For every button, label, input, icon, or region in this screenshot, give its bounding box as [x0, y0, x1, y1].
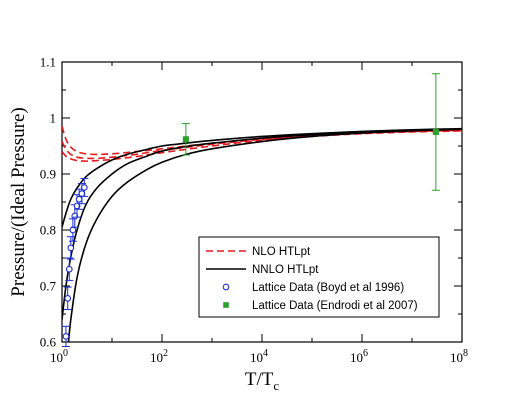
boyd-data-point	[81, 184, 88, 191]
y-tick-label: 0.9	[40, 167, 56, 182]
boyd-data-point	[73, 202, 81, 210]
endrodi-data-point	[182, 136, 189, 143]
axis-ticks: 100 102 104 106 108 0.6 0.7 0.8 0.9 1 1.1	[40, 55, 468, 366]
legend-label: NLO HTLpt	[252, 246, 311, 258]
boyd-data-point	[69, 226, 77, 234]
legend-swatch-endrodi	[223, 302, 229, 308]
x-tick-label: 106	[350, 348, 368, 365]
boyd-data-point	[65, 265, 73, 273]
x-tick-label: 102	[150, 348, 168, 365]
legend-label: NNLO HTLpt	[252, 264, 319, 276]
y-tick-label: 0.7	[40, 279, 57, 294]
y-axis-title: Pressure/(Ideal Pressure)	[8, 107, 29, 296]
nlo-htlpt-curve	[62, 129, 462, 160]
y-tick-label: 0.6	[40, 335, 57, 350]
legend-swatch-boyd	[222, 283, 230, 291]
x-axis-title: T/Tc	[245, 369, 280, 393]
legend: NLO HTLpt NNLO HTLpt Lattice Data (Boyd et…	[198, 236, 440, 318]
markers-layer	[61, 73, 440, 347]
legend-label: Lattice Data (Endrodi et al 2007)	[252, 300, 418, 312]
boyd-data-point	[67, 244, 75, 252]
y-tick-label: 1	[50, 111, 57, 126]
x-axis-title-main: T/T	[245, 369, 274, 390]
x-tick-label: 104	[250, 348, 268, 365]
series-layer	[62, 126, 462, 342]
boyd-data-point	[75, 195, 83, 203]
legend-label: Lattice Data (Boyd et al 1996)	[252, 282, 404, 294]
boyd-data-point	[62, 333, 70, 340]
nnlo-htlpt-curve	[62, 128, 462, 320]
nnlo-htlpt-curve	[62, 127, 462, 228]
x-tick-label: 100	[50, 348, 68, 365]
x-tick-label: 108	[450, 348, 468, 365]
y-tick-label: 0.8	[40, 223, 56, 238]
y-tick-label: 1.1	[40, 55, 56, 70]
nnlo-htlpt-curve	[67, 128, 462, 342]
x-axis-title-sub: c	[273, 378, 279, 393]
endrodi-data-point	[432, 128, 439, 136]
boyd-data-point	[64, 294, 72, 302]
boyd-data-point	[78, 190, 86, 197]
